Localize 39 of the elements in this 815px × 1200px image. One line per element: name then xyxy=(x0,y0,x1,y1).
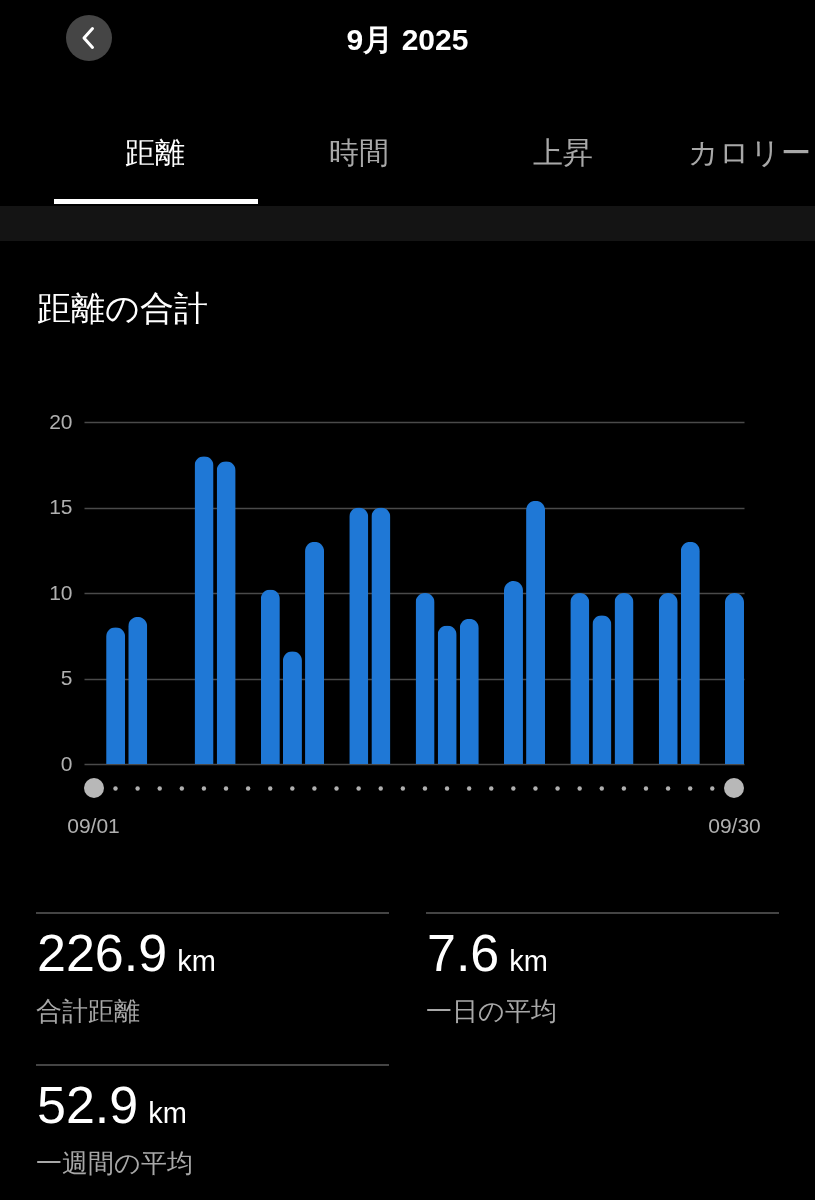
text: 226.9 km xyxy=(37,924,216,982)
text: 7.6 km xyxy=(427,924,548,982)
bar xyxy=(459,618,479,764)
text: 一週間の平均 xyxy=(36,1148,193,1178)
y-tick-label: 10 xyxy=(49,580,73,604)
bar xyxy=(216,461,236,764)
y-tick-label: 0 xyxy=(60,751,73,775)
text: カロリー xyxy=(688,136,811,169)
text: 一日の平均 xyxy=(426,996,557,1026)
text: 時間 xyxy=(329,136,389,169)
text: 距離 xyxy=(125,136,185,169)
text: 合計距離 xyxy=(36,996,140,1026)
x-tick-label: 09/01 xyxy=(67,813,120,837)
bar xyxy=(658,593,678,764)
bar xyxy=(503,581,523,764)
bar xyxy=(724,593,744,764)
bar xyxy=(194,456,214,764)
bar xyxy=(614,593,634,764)
bar xyxy=(260,589,280,764)
bar xyxy=(106,627,126,764)
y-tick-label: 15 xyxy=(49,495,73,518)
text: 52.9 km xyxy=(37,1076,187,1134)
y-tick-label: 5 xyxy=(60,666,73,689)
bar xyxy=(592,615,612,764)
x-tick-label: 09/30 xyxy=(708,813,761,837)
bar xyxy=(349,507,369,764)
bar xyxy=(570,593,590,764)
text: 9月 2025 xyxy=(346,23,469,56)
bar xyxy=(526,500,546,764)
chart-title: 距離の合計 xyxy=(37,289,208,327)
y-tick-label: 20 xyxy=(49,409,73,433)
bar xyxy=(415,593,435,764)
bar xyxy=(282,651,302,764)
bar xyxy=(305,541,325,764)
bar xyxy=(128,616,148,764)
bar xyxy=(437,625,457,764)
bar xyxy=(680,541,700,764)
bar xyxy=(371,507,391,764)
text: 上昇 xyxy=(533,136,593,169)
